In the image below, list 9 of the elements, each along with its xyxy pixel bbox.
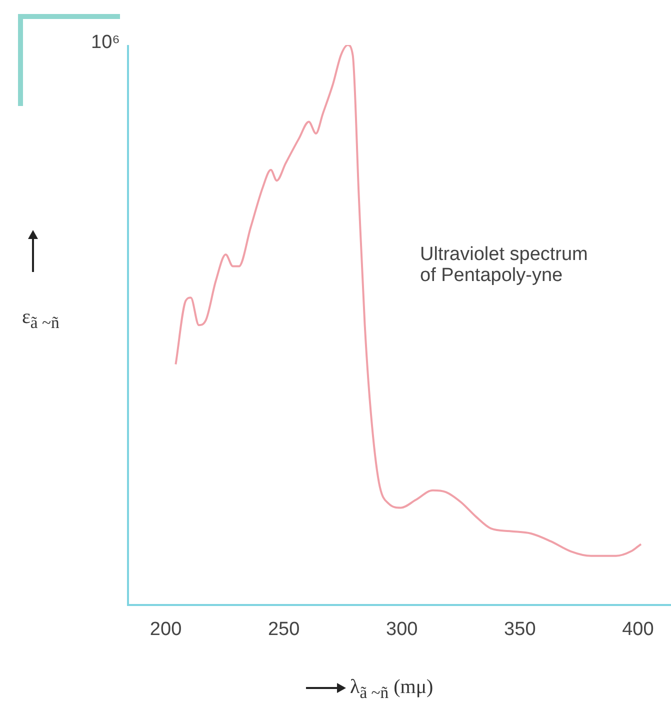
x-tick-label: 250 <box>268 618 300 640</box>
x-axis-title: λ$_{ã ~ñ}$ (mμ) <box>350 676 434 703</box>
x-tick-label: 200 <box>150 618 182 640</box>
x-tick-label: 350 <box>504 618 536 640</box>
y-axis-title: ε$_{ã ~ñ}$ <box>22 306 60 333</box>
annotation: Ultraviolet spectrum of Pentapoly-yne <box>420 244 588 287</box>
text: 10⁶ <box>91 32 120 54</box>
x-tick-label: 400 <box>622 618 654 640</box>
x-tick-label: 300 <box>386 618 418 640</box>
